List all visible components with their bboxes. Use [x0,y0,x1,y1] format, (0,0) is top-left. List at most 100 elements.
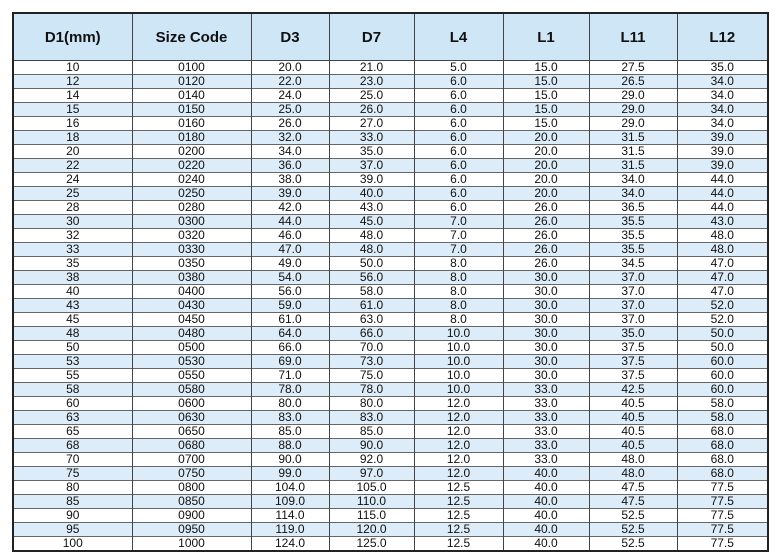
table-cell: 25.0 [250,102,330,117]
table-cell: 6.0 [413,172,504,187]
table-cell: 0200 [131,144,252,159]
table-cell: 20 [12,144,133,159]
table-row: 12 0120 22.0 23.0 6.0 15.0 26.5 34.0 [12,74,769,89]
table-cell: 34.0 [676,116,769,131]
table-cell: 33.0 [502,438,590,453]
table-cell: 35.5 [588,214,678,229]
table-cell: 34.5 [588,256,678,271]
table-cell: 40.5 [588,410,678,425]
table-cell: 40.0 [328,186,415,201]
table-cell: 31.5 [588,158,678,173]
table-cell: 7.0 [413,214,504,229]
table-cell: 0680 [131,438,252,453]
table-cell: 12.0 [413,466,504,481]
table-cell: 0530 [131,354,252,369]
table-cell: 37.0 [588,312,678,327]
table-cell: 47.0 [676,256,769,271]
table-cell: 33.0 [502,424,590,439]
table-cell: 46.0 [250,228,330,243]
table-cell: 31.5 [588,130,678,145]
table-cell: 26.0 [502,214,590,229]
table-body: 10 0100 20.0 21.0 5.0 15.0 27.5 35.0 12 0120 22.0 2… [12,60,769,551]
table-cell: 0800 [131,480,252,495]
table-cell: 6.0 [413,130,504,145]
header-cell: D3 [250,12,330,61]
table-cell: 77.5 [676,536,769,551]
table-cell: 45.0 [328,214,415,229]
table-cell: 75.0 [328,368,415,383]
table-cell: 0850 [131,494,252,509]
table-row: 80 0800 104.0 105.0 12.5 40.0 47.5 77.5 [12,480,769,495]
table-cell: 16 [12,116,133,131]
table-cell: 40.0 [502,494,590,509]
table-cell: 35.0 [676,60,769,75]
table-cell: 0140 [131,88,252,103]
table-cell: 63.0 [328,312,415,327]
table-row: 100 1000 124.0 125.0 12.5 40.0 52.5 77.5 [12,536,769,551]
table-cell: 60.0 [676,368,769,383]
table-cell: 35.5 [588,228,678,243]
table-cell: 22 [12,158,133,173]
table-cell: 60.0 [676,354,769,369]
table-cell: 63 [12,410,133,425]
table-cell: 0320 [131,228,252,243]
table-cell: 39.0 [328,172,415,187]
table-cell: 39.0 [676,130,769,145]
header-cell: D7 [328,12,415,61]
table-cell: 90.0 [328,438,415,453]
table-cell: 12.0 [413,438,504,453]
table-cell: 30.0 [502,326,590,341]
table-row: 40 0400 56.0 58.0 8.0 30.0 37.0 47.0 [12,284,769,299]
table-cell: 95 [12,522,133,537]
table-row: 63 0630 83.0 83.0 12.0 33.0 40.5 58.0 [12,410,769,425]
table-row: 14 0140 24.0 25.0 6.0 15.0 29.0 34.0 [12,88,769,103]
table-row: 60 0600 80.0 80.0 12.0 33.0 40.5 58.0 [12,396,769,411]
table-cell: 44.0 [250,214,330,229]
table-cell: 38 [12,270,133,285]
table-cell: 114.0 [250,508,330,523]
table-row: 45 0450 61.0 63.0 8.0 30.0 37.0 52.0 [12,312,769,327]
table-cell: 49.0 [250,256,330,271]
table-cell: 15.0 [502,102,590,117]
table-cell: 39.0 [250,186,330,201]
table-cell: 44.0 [676,172,769,187]
size-table: D1(mm) Size Code D3 D7 L4 L1 L11 L12 10 0100 20.0… [12,12,769,552]
table-cell: 0630 [131,410,252,425]
table-cell: 68.0 [676,424,769,439]
table-cell: 42.0 [250,200,330,215]
table-cell: 0700 [131,452,252,467]
table-cell: 34.0 [676,88,769,103]
table-cell: 40.0 [502,522,590,537]
table-cell: 15.0 [502,60,590,75]
table-cell: 53 [12,354,133,369]
table-cell: 10.0 [413,326,504,341]
table-row: 10 0100 20.0 21.0 5.0 15.0 27.5 35.0 [12,60,769,75]
table-row: 43 0430 59.0 61.0 8.0 30.0 37.0 52.0 [12,298,769,313]
table-cell: 30 [12,214,133,229]
table-row: 53 0530 69.0 73.0 10.0 30.0 37.5 60.0 [12,354,769,369]
table-cell: 66.0 [328,326,415,341]
table-row: 16 0160 26.0 27.0 6.0 15.0 29.0 34.0 [12,116,769,131]
table-cell: 37.0 [328,158,415,173]
table-cell: 10.0 [413,354,504,369]
table-cell: 30.0 [502,312,590,327]
table-cell: 33.0 [502,452,590,467]
table-cell: 40.5 [588,438,678,453]
table-cell: 75 [12,466,133,481]
table-row: 32 0320 46.0 48.0 7.0 26.0 35.5 48.0 [12,228,769,243]
table-cell: 0160 [131,116,252,131]
table-cell: 40.5 [588,396,678,411]
table-cell: 6.0 [413,102,504,117]
table-cell: 73.0 [328,354,415,369]
header-cell: L4 [413,12,504,61]
table-cell: 34.0 [676,102,769,117]
table-cell: 43.0 [328,200,415,215]
table-cell: 68 [12,438,133,453]
table-cell: 68.0 [676,438,769,453]
table-cell: 58 [12,382,133,397]
table-row: 28 0280 42.0 43.0 6.0 26.0 36.5 44.0 [12,200,769,215]
table-cell: 58.0 [676,396,769,411]
table-cell: 15.0 [502,116,590,131]
table-cell: 0240 [131,172,252,187]
